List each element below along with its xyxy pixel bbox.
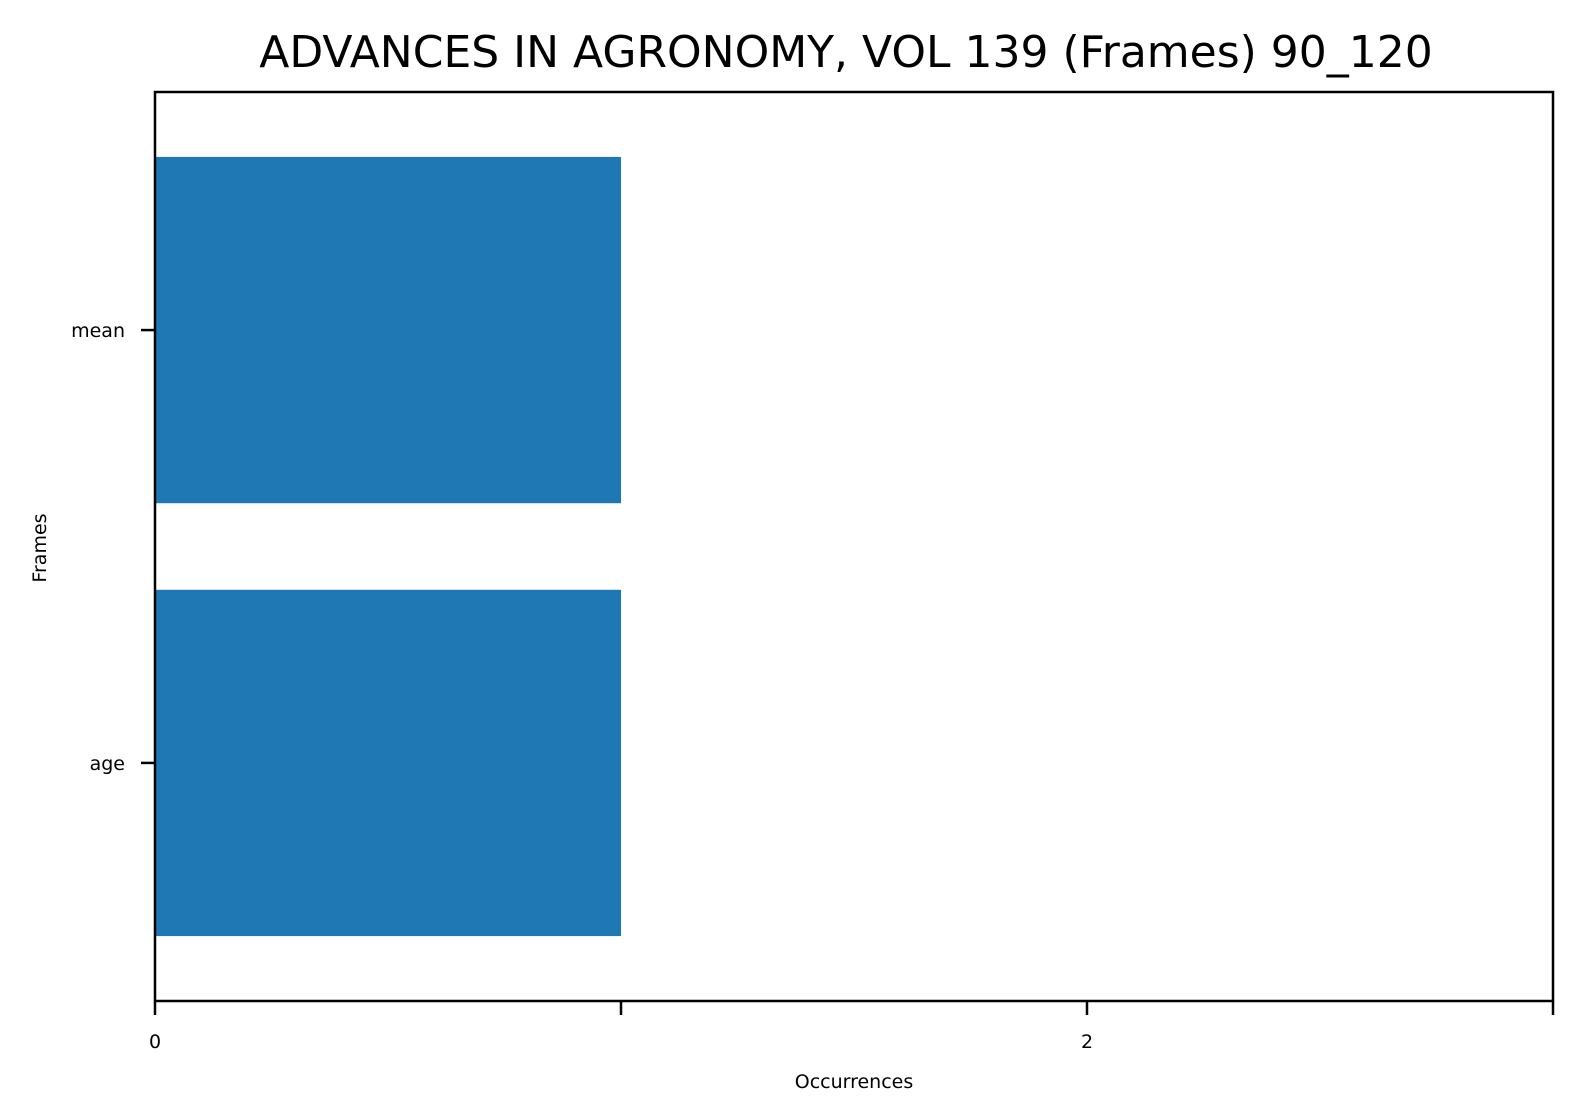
ticks-layer: age mean 0 2	[71, 320, 1555, 1053]
y-tick-label-mean: mean	[71, 320, 125, 342]
y-axis-label: Frames	[29, 513, 51, 582]
x-tick-label-0: 0	[149, 1031, 161, 1053]
bars-layer	[155, 156, 621, 937]
y-tick-label-age: age	[90, 753, 125, 775]
bar-mean	[155, 156, 621, 504]
plot-frame	[153, 90, 1555, 1003]
x-axis-label: Occurrences	[795, 1071, 914, 1093]
chart-title: ADVANCES IN AGRONOMY, VOL 139 (Frames) 9…	[259, 27, 1433, 78]
bar-age	[155, 589, 621, 937]
x-tick-label-2: 2	[1081, 1031, 1093, 1053]
